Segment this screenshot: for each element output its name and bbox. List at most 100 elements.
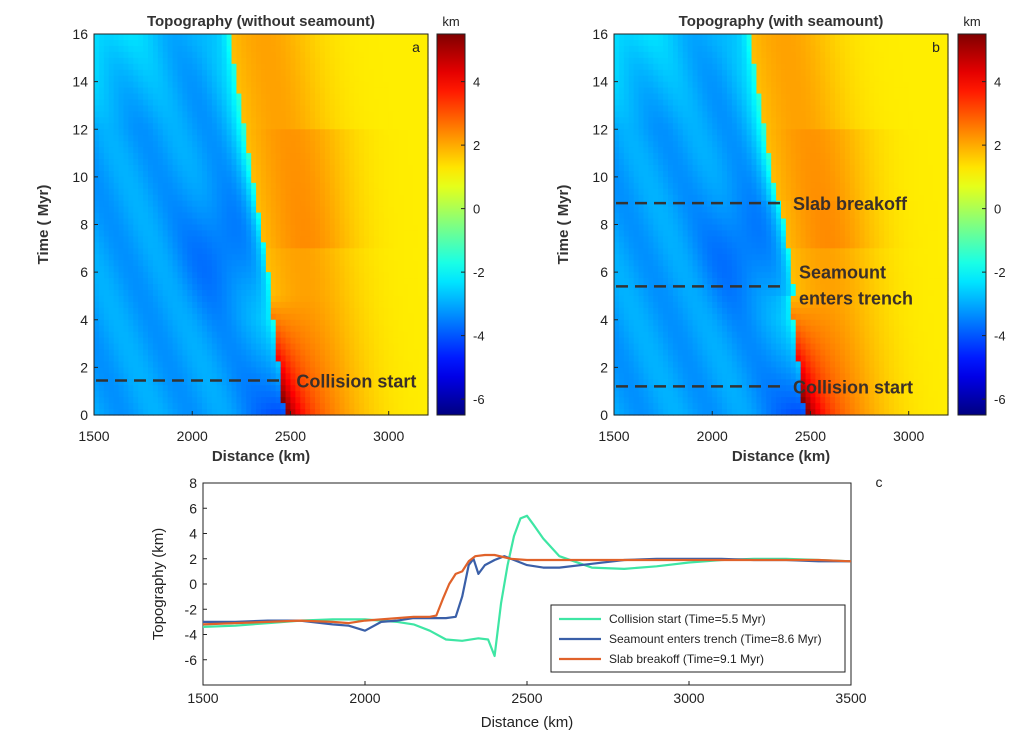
heatmap-cell [329,242,336,249]
heatmap-cell [206,81,213,89]
heatmap-cell [261,331,267,339]
heatmap-cell [270,319,277,327]
heatmap-cell [329,343,336,351]
heatmap-cell [192,397,198,404]
heatmap-cell [349,409,355,416]
heatmap-cell [418,164,424,172]
heatmap-cell [290,87,296,95]
heatmap-cell [143,135,149,142]
heatmap-cell [197,141,203,148]
heatmap-cell [305,230,311,237]
heatmap-cell [648,397,654,404]
heatmap-cell [182,385,188,392]
heatmap-cell [305,224,311,232]
heatmap-cell [290,409,296,416]
heatmap-cell [638,301,645,309]
heatmap-cell [182,206,188,214]
heatmap-cell [418,355,424,363]
heatmap-cell [98,224,105,232]
heatmap-cell [128,69,134,77]
heatmap-cell [388,153,395,160]
heatmap-cell [241,379,247,386]
heatmap-cell [373,123,380,130]
heatmap-cell [349,34,355,41]
heatmap-cell [192,254,198,261]
heatmap-cell [408,117,414,124]
heatmap-cell [329,123,336,130]
heatmap-cell [123,242,129,249]
heatmap-cell [265,230,272,237]
heatmap-cell [221,153,228,160]
heatmap-cell [369,212,375,220]
heatmap-cell [339,141,346,148]
heatmap-cell [633,153,640,160]
heatmap-cell [211,337,218,345]
heatmap-cell [206,242,213,249]
heatmap-cell [305,301,311,309]
heatmap-cell [653,218,659,226]
heatmap-cell [349,266,355,273]
heatmap-cell [162,313,169,321]
heatmap-cell [182,254,188,261]
heatmap-cell [623,313,630,321]
heatmap-cell [373,182,380,190]
heatmap-cell [305,153,311,160]
heatmap-cell [216,45,223,53]
heatmap-cell [315,218,321,226]
heatmap-cell [275,391,282,398]
heatmap-cell [369,355,375,363]
heatmap-cell [628,176,635,184]
heatmap-cell [388,343,395,351]
heatmap-cell [383,307,390,315]
heatmap-cell [128,159,134,166]
heatmap-cell [378,153,385,160]
heatmap-cell [403,409,409,416]
heatmap-cell [211,278,218,285]
heatmap-cell [324,170,331,178]
heatmap-cell [113,289,120,297]
heatmap-cell [148,200,154,208]
heatmap-cell [339,164,346,172]
heatmap-cell [633,63,640,71]
heatmap-cell [177,176,184,184]
heatmap-cell [383,289,390,297]
heatmap-cell [206,325,213,333]
heatmap-cell [143,99,149,107]
heatmap-cell [618,224,625,232]
heatmap-cell [113,87,120,95]
heatmap-cell [270,170,277,178]
heatmap-cell [182,63,188,71]
heatmap-cell [643,379,649,386]
heatmap-cell [138,272,144,279]
heatmap-cell [108,373,115,380]
heatmap-cell [187,117,193,124]
heatmap-cell [108,397,115,404]
heatmap-cell [246,69,252,77]
heatmap-cell [295,159,301,166]
heatmap-cell [423,403,429,410]
heatmap-cell [614,295,620,303]
heatmap-cell [315,278,321,285]
heatmap-cell [285,409,292,416]
heatmap-cell [216,57,223,65]
heatmap-cell [172,307,179,315]
heatmap-cell [123,117,129,124]
heatmap-cell [133,51,139,59]
heatmap-cell [246,218,252,226]
heatmap-cell [354,355,360,363]
heatmap-cell [157,117,164,124]
heatmap-cell [202,117,208,124]
heatmap-cell [128,182,134,190]
heatmap-cell [618,212,625,220]
heatmap-cell [310,307,316,315]
heatmap-cell [226,337,233,345]
heatmap-cell [408,391,414,398]
heatmap-cell [339,117,346,124]
heatmap-cell [148,343,154,351]
heatmap-cell [113,349,120,357]
heatmap-cell [103,57,110,65]
heatmap-cell [653,409,659,416]
heatmap-cell [643,99,649,107]
heatmap-cell [226,379,233,386]
